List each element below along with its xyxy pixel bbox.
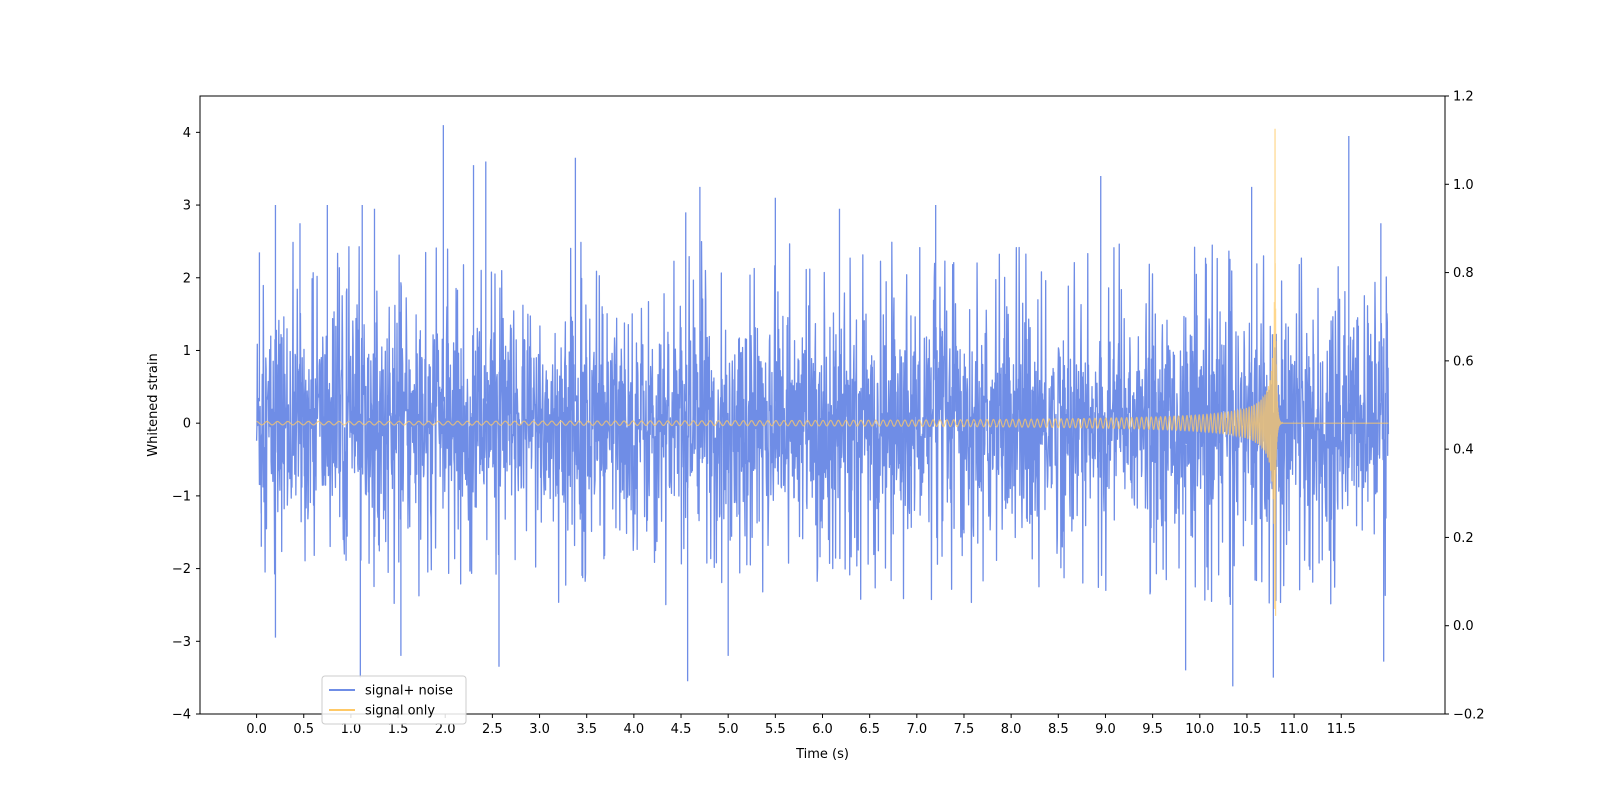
y2-tick-label: 0.4 [1453, 443, 1474, 458]
x-tick-label: 5.0 [718, 722, 739, 737]
x-tick-label: 2.5 [482, 722, 503, 737]
x-tick-label: 1.5 [388, 722, 409, 737]
x-tick-label: 10.5 [1232, 722, 1261, 737]
x-tick-label: 8.5 [1048, 722, 1069, 737]
x-tick-label: 3.5 [576, 722, 597, 737]
y-tick-label: −1 [172, 489, 191, 504]
x-tick-label: 5.5 [765, 722, 786, 737]
y2-tick-label: 0.2 [1453, 531, 1474, 546]
x-tick-label: 2.0 [435, 722, 456, 737]
series-signal-noise-line [255, 125, 1390, 687]
x-tick-label: 7.0 [906, 722, 927, 737]
y2-tick-label: 1.2 [1453, 90, 1474, 105]
y-axis-right: −0.2 0.0 0.2 0.4 0.6 0.8 1.0 1.2 [1445, 90, 1485, 723]
x-tick-label: 8.0 [1001, 722, 1022, 737]
x-tick-label: 4.0 [624, 722, 645, 737]
y2-tick-label: 1.0 [1453, 178, 1474, 193]
y-tick-label: 0 [183, 417, 191, 432]
x-tick-label: 4.5 [671, 722, 692, 737]
x-tick-label: 0.0 [246, 722, 267, 737]
legend: signal+ noise signal only [321, 675, 467, 725]
y-axis-label: Whitened strain [146, 353, 161, 456]
legend-entry-label: signal+ noise [365, 684, 453, 699]
series-layer [255, 125, 1390, 687]
y-tick-label: 4 [183, 126, 191, 141]
plot-area [255, 125, 1390, 687]
legend-box [321, 675, 467, 725]
y-tick-label: −4 [172, 708, 191, 723]
y-tick-label: −2 [172, 562, 191, 577]
x-tick-label: 11.5 [1327, 722, 1356, 737]
y2-tick-label: 0.8 [1453, 266, 1474, 281]
x-axis: 0.0 0.5 1.0 1.5 2.0 2.5 3.0 3.5 4.0 4.5 5.0 5.5 6.0 6… [246, 714, 1356, 737]
x-tick-label: 0.5 [293, 722, 314, 737]
x-tick-label: 7.5 [954, 722, 975, 737]
x-axis-label: Time (s) [795, 747, 849, 762]
y2-tick-label: 0.0 [1453, 619, 1474, 634]
y-tick-label: 1 [183, 344, 191, 359]
series-signal-only-line [256, 128, 1389, 616]
x-tick-label: 11.0 [1280, 722, 1309, 737]
x-tick-label: 6.5 [859, 722, 880, 737]
x-tick-label: 10.0 [1185, 722, 1214, 737]
y-tick-label: −3 [172, 635, 191, 650]
legend-entry-label: signal only [365, 704, 435, 719]
y-tick-label: 2 [183, 271, 191, 286]
y2-tick-label: −0.2 [1453, 708, 1485, 723]
x-tick-label: 1.0 [341, 722, 362, 737]
x-tick-label: 9.5 [1142, 722, 1163, 737]
y2-tick-label: 0.6 [1453, 354, 1474, 369]
y-tick-label: 3 [183, 199, 191, 214]
y-axis-left: −4 −3 −2 −1 0 1 2 3 4 [172, 126, 200, 723]
x-tick-label: 9.0 [1095, 722, 1116, 737]
x-tick-label: 6.0 [812, 722, 833, 737]
x-tick-label: 3.0 [529, 722, 550, 737]
